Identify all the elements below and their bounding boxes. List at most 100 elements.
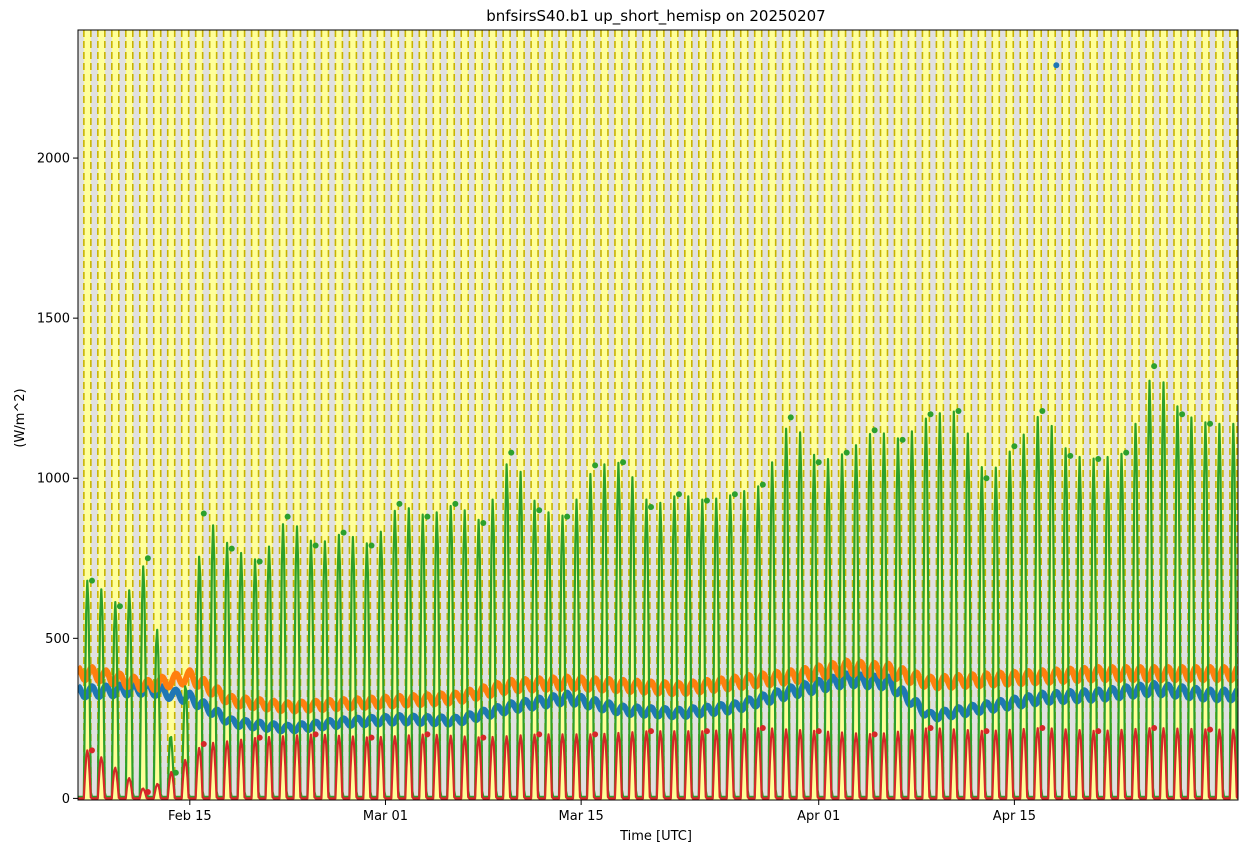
day-band — [405, 30, 413, 800]
data-point — [1039, 724, 1046, 731]
day-band — [321, 30, 329, 800]
x-tick-label: Mar 15 — [559, 809, 604, 824]
day-band — [573, 30, 581, 800]
day-band — [824, 30, 832, 800]
data-point — [256, 734, 263, 741]
day-band — [726, 30, 734, 800]
day-band — [810, 30, 818, 800]
x-tick-label: Feb 15 — [168, 809, 212, 824]
data-point — [1039, 407, 1046, 414]
day-band — [656, 30, 664, 800]
data-point — [1011, 443, 1018, 450]
day-band — [1229, 30, 1237, 800]
data-point — [648, 728, 655, 735]
plot-frame — [77, 29, 1239, 801]
day-band — [419, 30, 427, 800]
day-band — [125, 30, 133, 800]
day-band — [251, 30, 259, 800]
day-band — [922, 30, 930, 800]
day-band — [153, 30, 161, 800]
day-band — [237, 30, 245, 800]
day-band — [1020, 30, 1028, 800]
day-band — [614, 30, 622, 800]
data-point — [1095, 456, 1102, 463]
data-point — [284, 513, 291, 520]
y-axis-label: (W/m^2) — [13, 388, 28, 447]
series-4 — [78, 724, 1238, 800]
day-band — [489, 30, 497, 800]
day-band — [377, 30, 385, 800]
chart-title: bnfsirsS40.b1 up_short_hemisp on 2025020… — [486, 7, 825, 26]
data-point — [983, 728, 990, 735]
day-band — [712, 30, 720, 800]
data-point — [1067, 452, 1074, 459]
y-tick-label: 1000 — [37, 472, 70, 487]
data-point — [396, 500, 403, 507]
day-band — [782, 30, 790, 800]
day-band — [1104, 30, 1112, 800]
day-band — [838, 30, 846, 800]
day-band — [111, 30, 119, 800]
data-point — [731, 491, 738, 498]
data-point — [256, 558, 263, 565]
day-band — [461, 30, 469, 800]
series-line — [78, 727, 1238, 800]
day-band — [852, 30, 860, 800]
day-band — [992, 30, 1000, 800]
day-band — [447, 30, 455, 800]
day-band — [1062, 30, 1070, 800]
data-point — [703, 728, 710, 735]
day-band — [670, 30, 678, 800]
data-point — [368, 734, 375, 741]
outlier-point — [1053, 62, 1060, 69]
data-point — [564, 513, 571, 520]
data-point — [424, 513, 431, 520]
plot-content — [78, 30, 1238, 800]
data-point — [536, 731, 543, 738]
data-point — [312, 731, 319, 738]
day-band — [1090, 30, 1098, 800]
data-point — [424, 731, 431, 738]
data-point — [88, 577, 95, 584]
day-band — [391, 30, 399, 800]
day-band — [1201, 30, 1209, 800]
data-point — [1151, 724, 1158, 731]
y-tick-label: 2000 — [37, 152, 70, 167]
y-tick-label: 0 — [62, 792, 70, 807]
day-band — [195, 30, 203, 800]
day-band — [363, 30, 371, 800]
series-3 — [78, 363, 1238, 798]
day-band — [600, 30, 608, 800]
day-band — [1006, 30, 1014, 800]
day-band — [307, 30, 315, 800]
day-band — [768, 30, 776, 800]
data-point — [648, 504, 655, 511]
day-band — [1215, 30, 1223, 800]
y-tick-label: 500 — [45, 632, 70, 647]
x-tick-label: Mar 01 — [363, 809, 408, 824]
day-band — [139, 30, 147, 800]
data-point — [899, 436, 906, 443]
data-point — [759, 724, 766, 731]
day-band — [866, 30, 874, 800]
day-band — [223, 30, 231, 800]
data-point — [927, 724, 934, 731]
day-band — [908, 30, 916, 800]
day-band — [531, 30, 539, 800]
series-line — [78, 379, 1238, 798]
day-band — [559, 30, 567, 800]
day-band — [587, 30, 594, 800]
day-band — [517, 30, 525, 800]
day-band — [880, 30, 888, 800]
data-point — [843, 449, 850, 456]
data-point — [592, 462, 599, 469]
x-axis-label: Time [UTC] — [619, 829, 692, 844]
day-band — [97, 30, 105, 800]
data-point — [144, 788, 151, 795]
day-band — [279, 30, 287, 800]
day-band — [754, 30, 762, 800]
data-point — [1123, 449, 1130, 456]
data-point — [871, 731, 878, 738]
day-band — [83, 30, 91, 800]
